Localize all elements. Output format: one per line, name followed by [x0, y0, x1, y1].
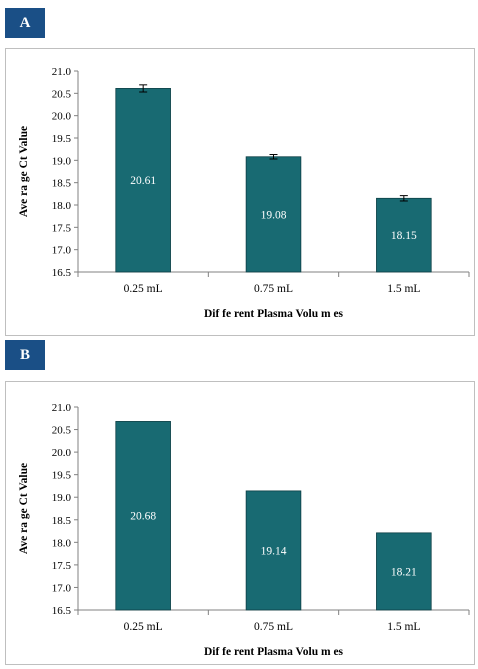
y-tick-label: 16.5	[52, 605, 72, 617]
x-tick-label: 0.75 mL	[254, 621, 293, 633]
panel-b-chart: 16.5 17.0 17.5 18.0 18.5 19.0 19.5 20.0 20.5 21.0…	[5, 381, 475, 665]
y-tick-label: 21.0	[52, 66, 72, 78]
chart-b-svg: 16.5 17.0 17.5 18.0 18.5 19.0 19.5 20.0 20.5 21.0…	[18, 402, 470, 658]
y-axis-title: Ave ra ge Ct Value	[18, 126, 30, 217]
y-tick-label: 17.5	[52, 222, 72, 234]
y-tick-label: 17.5	[52, 560, 72, 572]
y-tick-label: 20.0	[52, 447, 72, 459]
chart-a-svg: 16.5 17.0 17.5 18.0 18.5 19.0 19.5 20.0 20.5 21.0…	[18, 66, 470, 320]
x-axis-title: Dif fe rent Plasma Volu m es	[204, 646, 344, 658]
y-tick-label: 19.0	[52, 155, 72, 167]
y-tick-label: 19.5	[52, 470, 72, 482]
panel-a-badge: A	[5, 8, 45, 38]
x-tick-label: 0.25 mL	[124, 283, 163, 295]
x-axis-title: Dif fe rent Plasma Volu m es	[204, 308, 344, 320]
bar-value-label: 18.21	[391, 566, 417, 578]
bar-value-label: 19.14	[261, 545, 287, 557]
bar	[115, 421, 171, 611]
bar-value-label: 18.15	[391, 230, 417, 242]
bar	[245, 490, 302, 611]
y-tick-label: 18.0	[52, 537, 72, 549]
panel-a-chart: 16.5 17.0 17.5 18.0 18.5 19.0 19.5 20.0 20.5 21.0…	[5, 48, 475, 336]
x-tick-label: 0.75 mL	[254, 283, 293, 295]
y-tick-label: 19.0	[52, 492, 72, 504]
y-tick-label: 17.0	[52, 582, 72, 594]
x-tick-label: 1.5 mL	[387, 621, 420, 633]
y-tick-label: 18.0	[52, 200, 72, 212]
bar	[376, 197, 432, 273]
y-tick-label: 16.5	[52, 267, 72, 279]
y-tick-label: 18.5	[52, 178, 72, 190]
x-tick-label: 0.25 mL	[124, 621, 163, 633]
y-tick-label: 18.5	[52, 515, 72, 527]
bar	[376, 532, 432, 611]
bar-value-label: 20.61	[130, 175, 156, 187]
y-tick-label: 20.0	[52, 111, 72, 123]
bar	[115, 88, 171, 273]
y-tick-label: 19.5	[52, 133, 72, 145]
y-axis-title: Ave ra ge Ct Value	[18, 463, 30, 554]
x-tick-label: 1.5 mL	[387, 283, 420, 295]
bar	[245, 156, 302, 273]
bar-value-label: 19.08	[261, 209, 287, 221]
y-tick-label: 20.5	[52, 425, 72, 437]
y-tick-label: 20.5	[52, 88, 72, 100]
y-tick-label: 21.0	[52, 402, 72, 414]
panel-b-badge: B	[5, 340, 45, 370]
y-tick-label: 17.0	[52, 245, 72, 257]
bar-value-label: 20.68	[130, 511, 156, 523]
